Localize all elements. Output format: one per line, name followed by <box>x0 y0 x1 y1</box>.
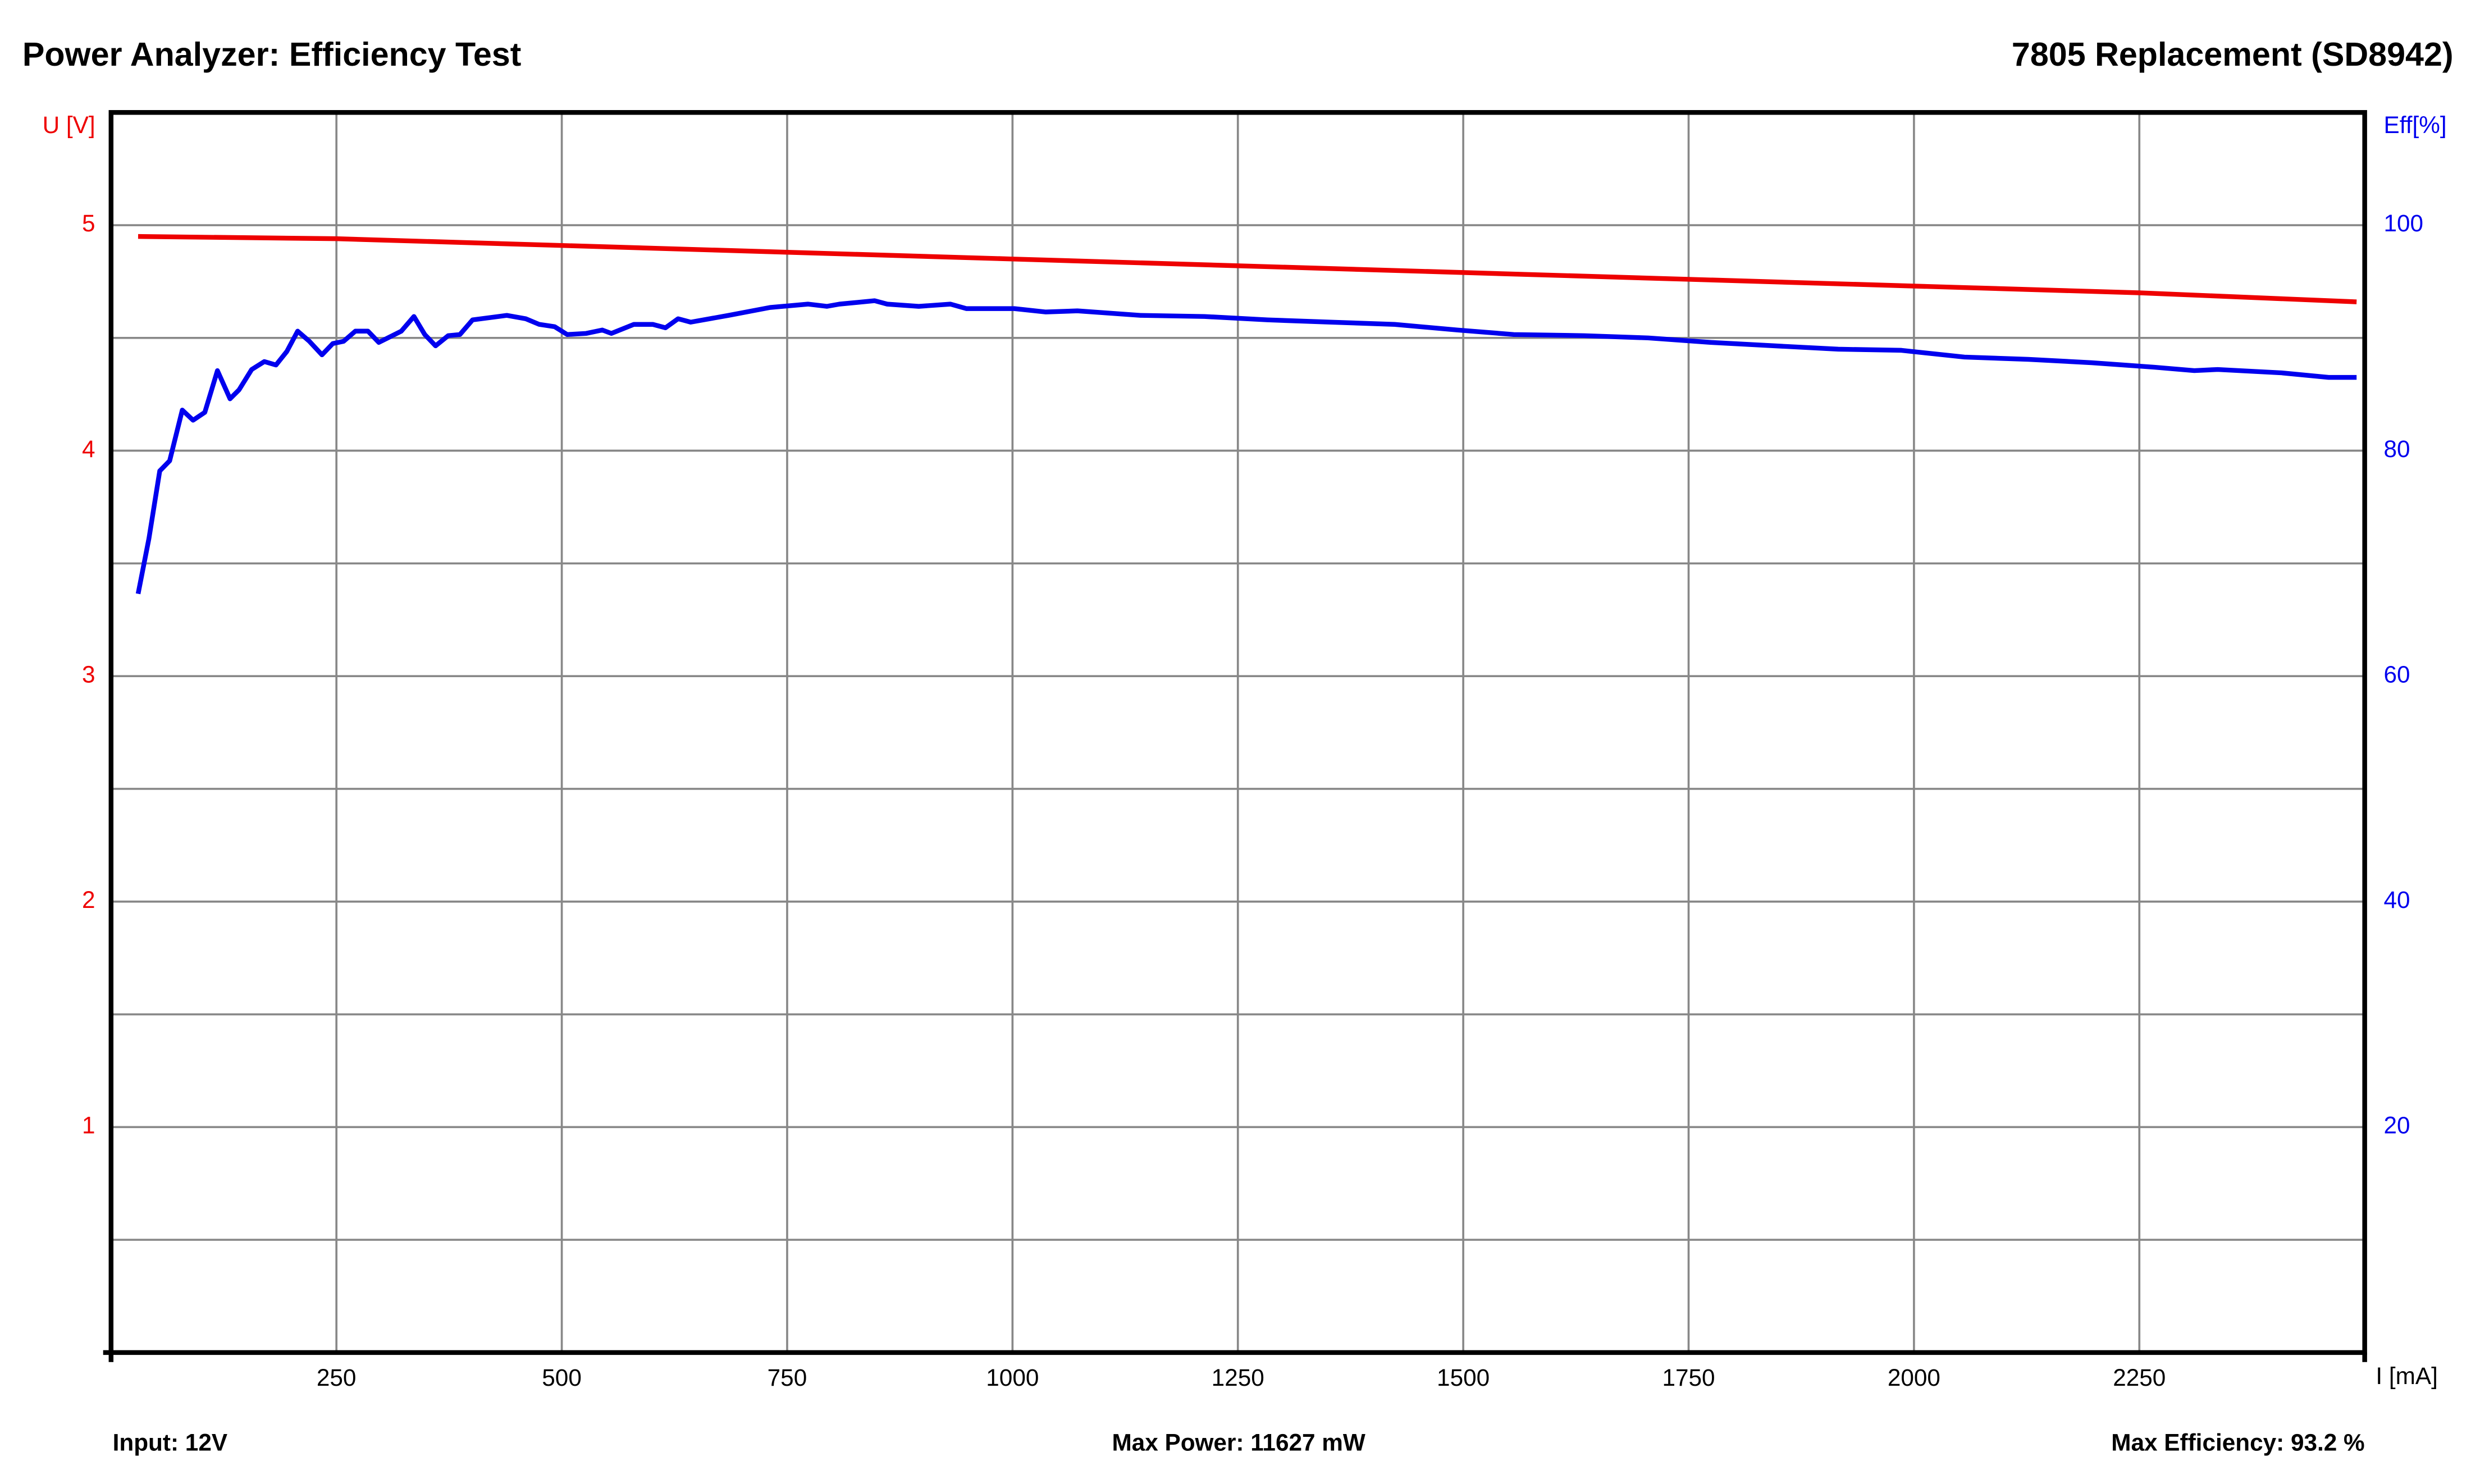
y-axis-label: U [V] <box>43 112 95 138</box>
x-tick-label: 1500 <box>1437 1364 1490 1391</box>
x-tick-label: 1750 <box>1662 1364 1715 1391</box>
y-tick-label: 3 <box>82 661 95 687</box>
y2-tick-label: 60 <box>2384 661 2410 687</box>
x-tick-label: 250 <box>317 1364 357 1391</box>
y2-tick-label: 100 <box>2384 210 2424 236</box>
x-tick-label: 2000 <box>1888 1364 1940 1391</box>
chart-title: Power Analyzer: Efficiency Test <box>22 35 522 73</box>
y2-tick-label: 40 <box>2384 887 2410 913</box>
y2-axis-label: Eff[%] <box>2384 112 2447 138</box>
y-tick-label: 2 <box>82 887 95 913</box>
y2-tick-label: 80 <box>2384 436 2410 462</box>
series-line <box>138 234 2357 304</box>
y2-tick-label: 20 <box>2384 1112 2410 1138</box>
chart-subtitle: 7805 Replacement (SD8942) <box>2012 35 2454 73</box>
footer-max-efficiency: Max Efficiency: 93.2 % <box>2111 1430 2364 1456</box>
y-tick-label: 4 <box>82 436 95 462</box>
plot-frame <box>108 110 2367 1355</box>
series-line <box>135 298 2357 595</box>
y-tick-label: 1 <box>82 1112 95 1138</box>
x-tick-label: 1000 <box>986 1364 1039 1391</box>
footer-input: Input: 12V <box>113 1430 227 1456</box>
x-tick-label: 750 <box>768 1364 807 1391</box>
x-axis-label: I [mA] <box>2376 1363 2437 1389</box>
x-tick-label: 2250 <box>2113 1364 2166 1391</box>
x-tick-label: 1250 <box>1212 1364 1264 1391</box>
x-tick-label: 500 <box>542 1364 582 1391</box>
y-tick-label: 5 <box>82 210 95 236</box>
footer-max-power: Max Power: 11627 mW <box>1112 1430 1365 1456</box>
